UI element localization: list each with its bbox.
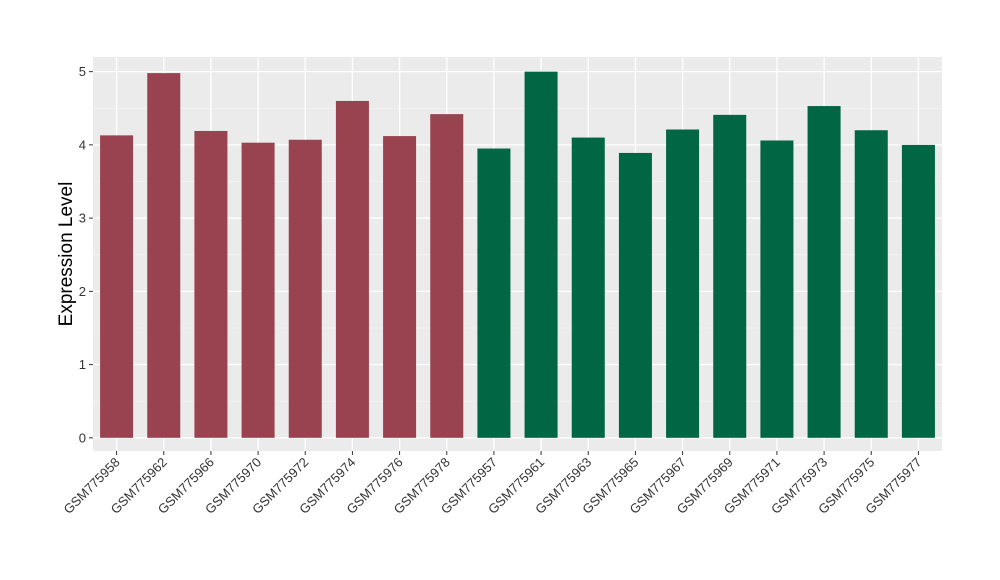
bar-GSM775958 [100,135,134,438]
bar-GSM775978 [430,114,464,438]
bar-GSM775969 [713,114,747,438]
y-tick-label: 4 [79,137,86,152]
y-axis-title: Expression Level [56,182,77,327]
bar-GSM775962 [147,73,181,438]
y-axis: 0 1 2 3 4 5 [79,64,93,445]
bar-GSM775967 [666,129,700,438]
bar-GSM775970 [241,142,275,438]
bar-GSM775972 [288,139,322,438]
bar-GSM775965 [618,152,652,438]
y-tick-label: 5 [79,64,86,79]
bar-GSM775973 [807,106,841,438]
bars [100,71,935,438]
y-tick-label: 1 [79,357,86,372]
bar-GSM775977 [901,144,935,438]
bar-GSM775961 [524,71,558,438]
plot-background [93,57,942,451]
bar-GSM775975 [854,130,888,438]
x-axis: GSM775958GSM775962GSM775966GSM775970GSM7… [60,451,925,517]
bar-GSM775971 [760,140,794,438]
bar-GSM775974 [335,100,369,438]
bar-GSM775976 [383,136,417,438]
bar-GSM775966 [194,130,228,438]
bar-GSM775957 [477,148,511,438]
y-tick-label: 3 [79,211,86,226]
y-tick-label: 2 [79,284,86,299]
bar-GSM775963 [571,137,605,438]
y-tick-label: 0 [79,430,86,445]
